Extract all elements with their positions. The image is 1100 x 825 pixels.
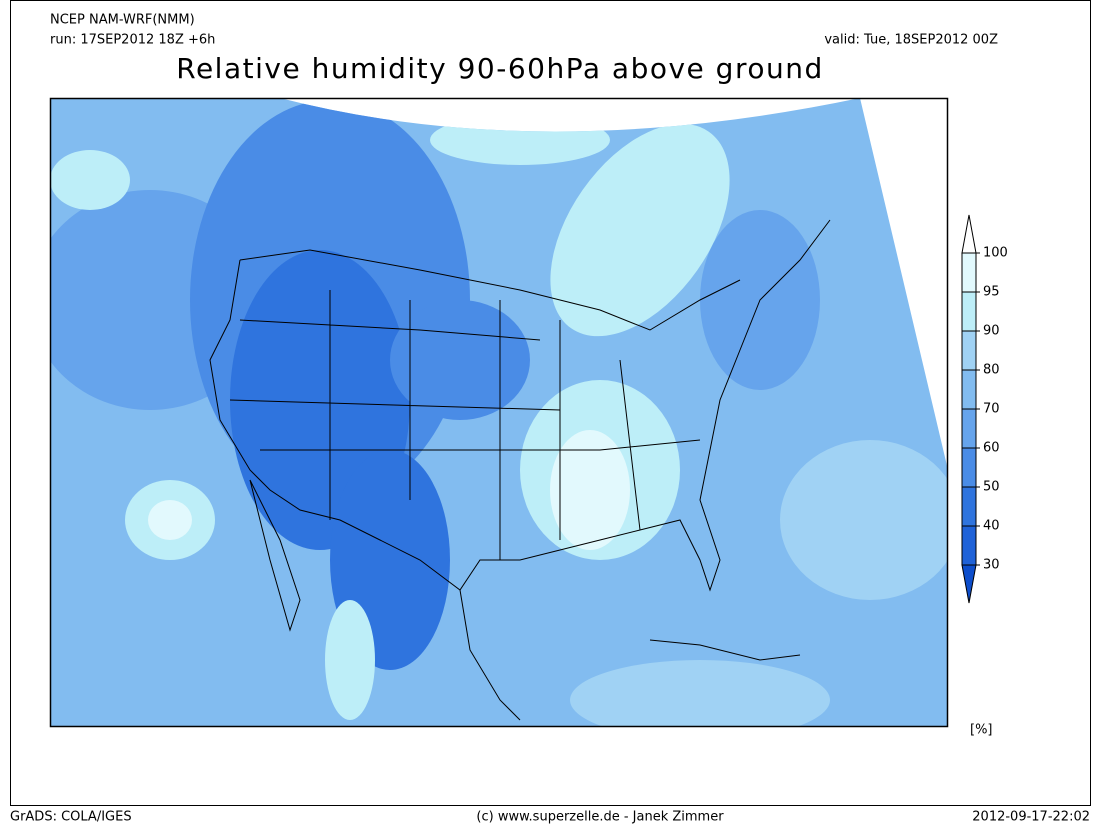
field-region	[148, 500, 192, 540]
field-region	[550, 123, 730, 337]
colorbar-label: 95	[983, 285, 1000, 300]
valid-label: valid: Tue, 18SEP2012 00Z	[824, 33, 998, 48]
model-label: NCEP NAM-WRF(NMM)	[50, 13, 195, 28]
map	[49, 97, 949, 728]
colorbar-label: 100	[983, 246, 1008, 261]
colorbar-segment	[961, 330, 977, 371]
map-field	[50, 98, 948, 727]
colorbar-segment	[961, 369, 977, 410]
field-region	[50, 150, 130, 210]
colorbar-label: 90	[983, 324, 1000, 339]
colorbar-label: 60	[983, 441, 1000, 456]
colorbar-label: 70	[983, 402, 1000, 417]
colorbar-segment	[961, 525, 977, 566]
coast-line	[649, 639, 801, 661]
field-region	[430, 115, 610, 165]
colorbar-segment	[961, 252, 977, 293]
colorbar-segment	[961, 447, 977, 488]
colorbar-arrow	[961, 214, 977, 254]
footer-left: GrADS: COLA/IGES	[10, 810, 132, 825]
coast-line	[459, 589, 521, 721]
boundaries	[209, 219, 831, 721]
colorbar-segment	[961, 291, 977, 332]
state-line	[229, 290, 701, 560]
colorbar-segment	[961, 486, 977, 527]
colorbar-label: 30	[983, 558, 1000, 573]
field-region	[325, 600, 375, 720]
footer-right: 2012-09-17-22:02	[972, 810, 1090, 825]
colorbar: 100 95 90 80 70 60 50 40 30	[961, 214, 1008, 604]
run-label: run: 17SEP2012 18Z +6h	[50, 33, 215, 48]
coast-line	[209, 219, 831, 592]
map-border	[49, 97, 949, 728]
footer-center: (c) www.superzelle.de - Janek Zimmer	[476, 810, 724, 825]
colorbar-label: 40	[983, 519, 1000, 534]
field-base	[50, 98, 948, 727]
border-line	[239, 249, 741, 331]
field-region	[390, 300, 530, 420]
frame	[10, 0, 1091, 806]
coast-line	[249, 479, 301, 632]
colorbar-label: 50	[983, 480, 1000, 495]
colorbar-segment	[961, 408, 977, 449]
colorbar-arrow	[961, 564, 977, 604]
field-region	[570, 660, 830, 727]
colorbar-label: 80	[983, 363, 1000, 378]
field-region	[550, 430, 630, 550]
unit-label: [%]	[970, 723, 993, 738]
field-region	[780, 440, 948, 600]
title: Relative humidity 90-60hPa above ground	[176, 52, 823, 85]
